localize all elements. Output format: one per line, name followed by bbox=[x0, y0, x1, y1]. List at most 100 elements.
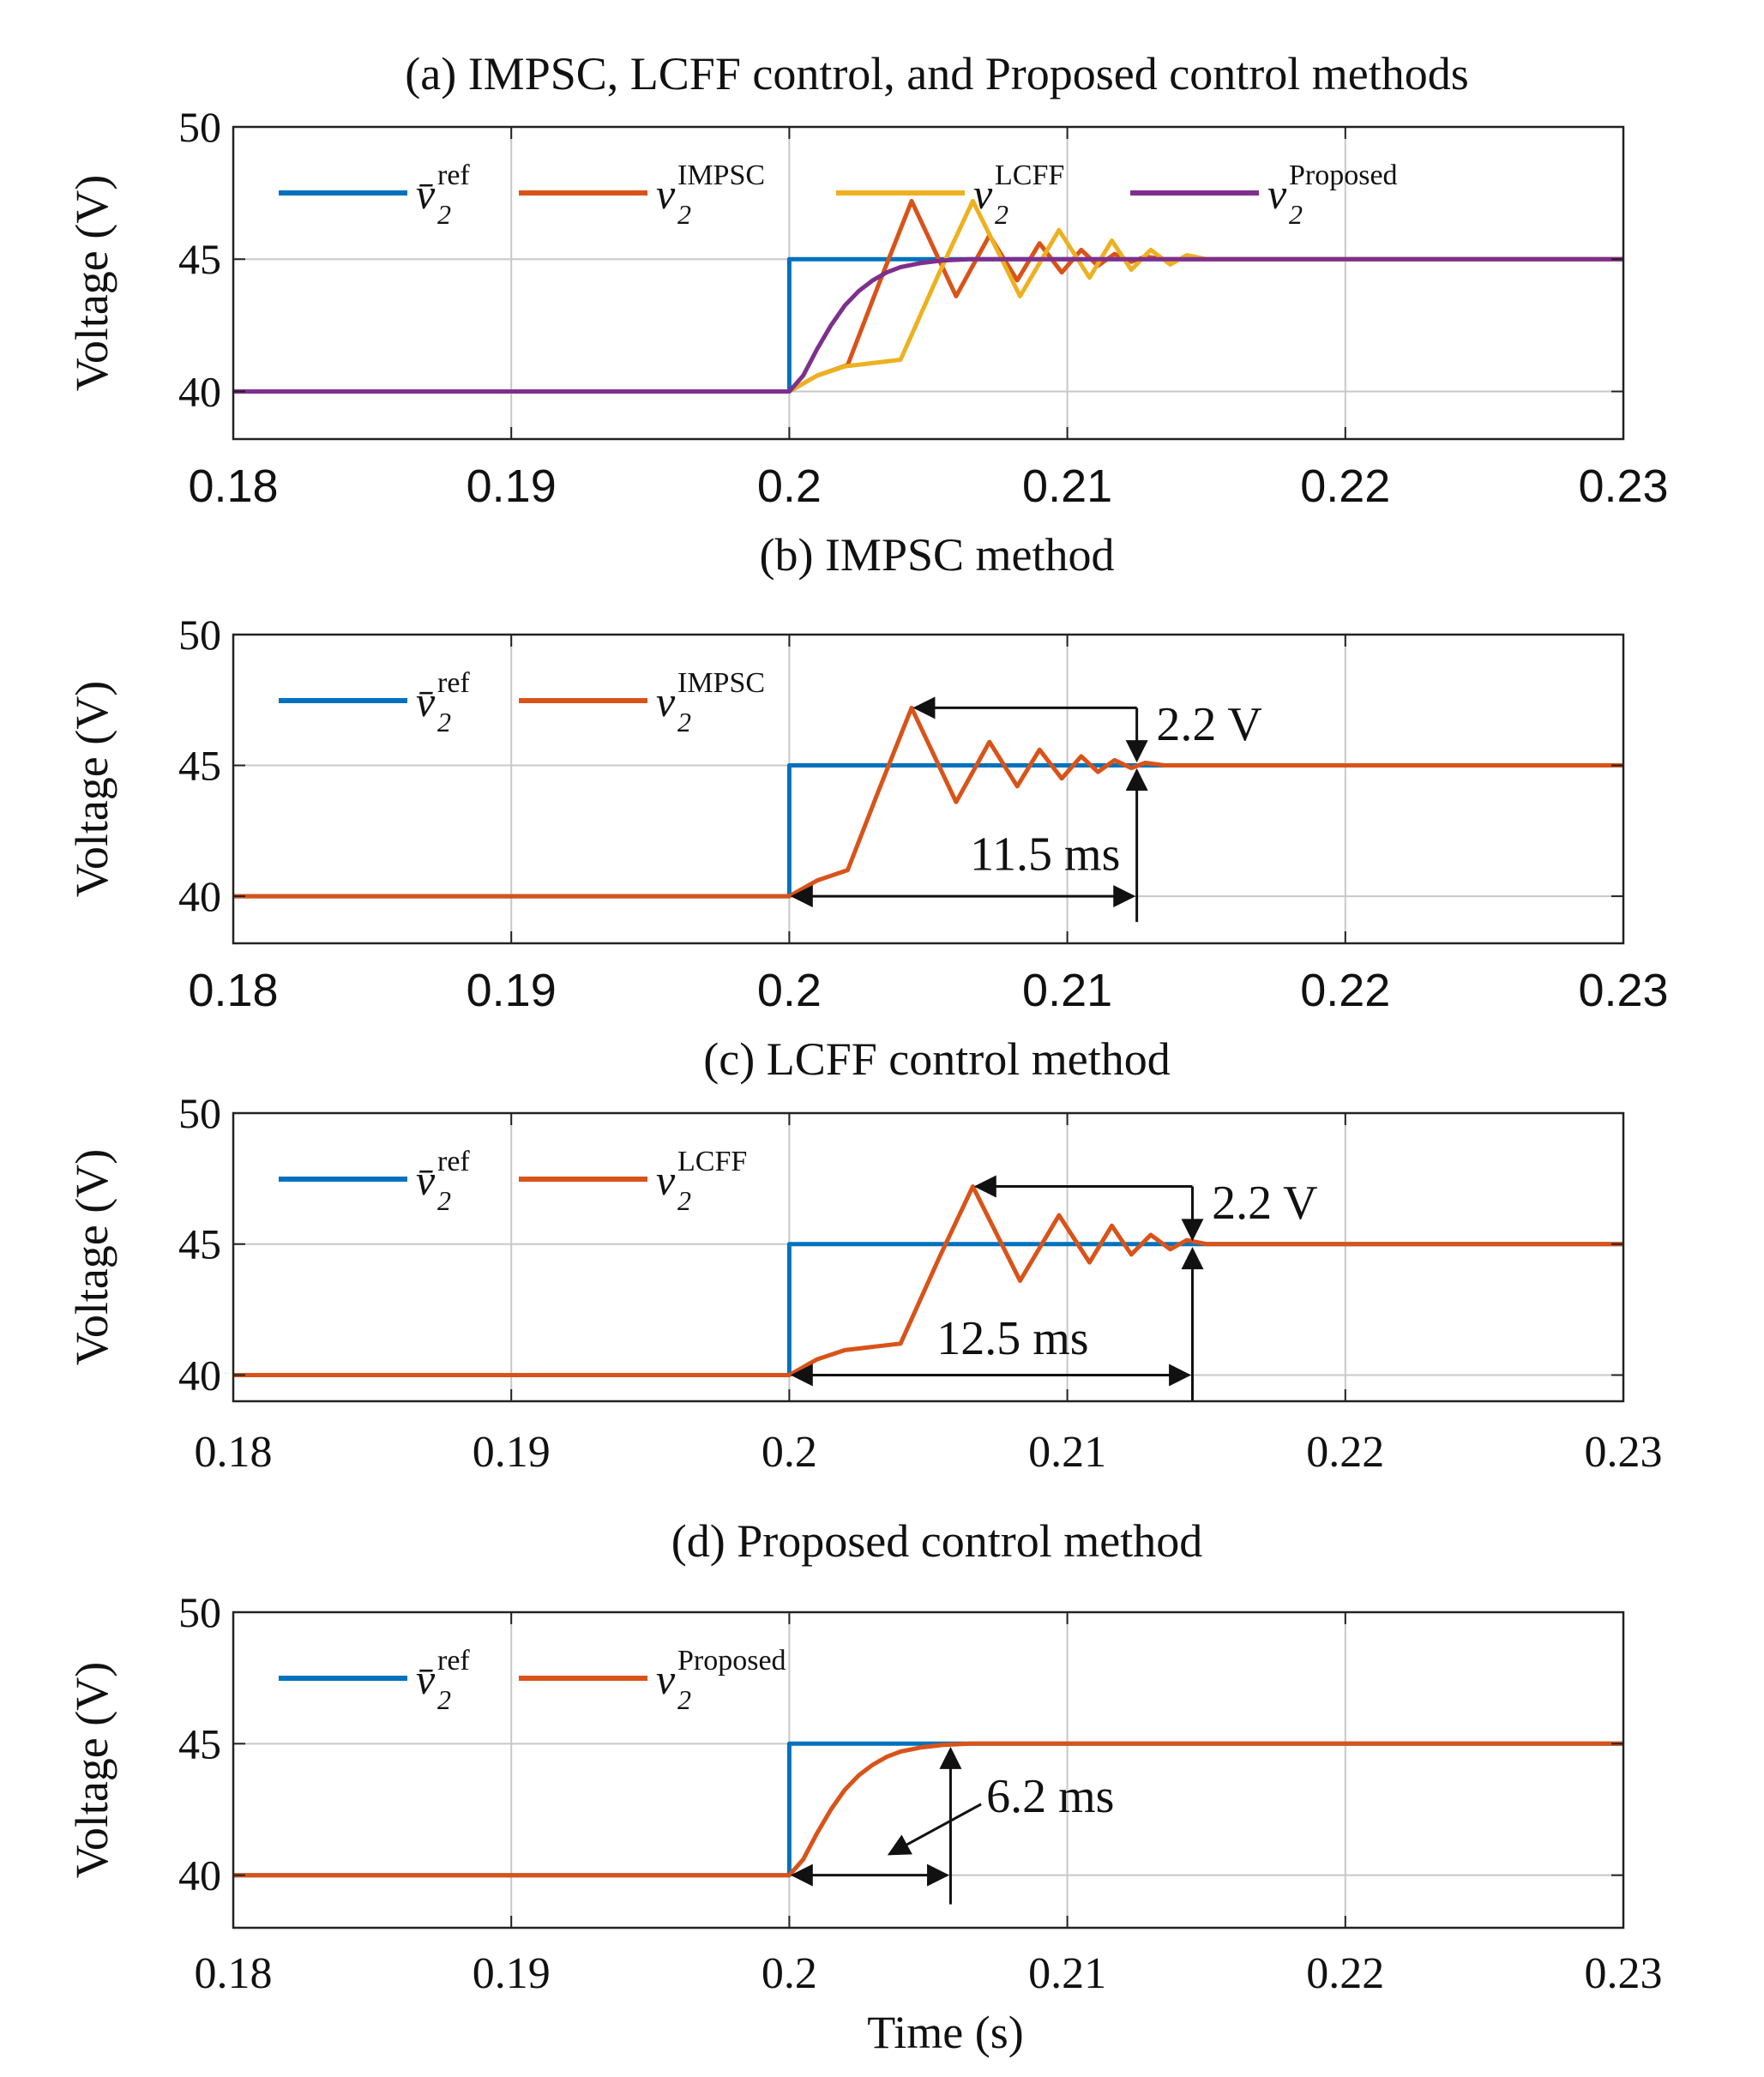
series-group bbox=[233, 198, 1623, 394]
legend-item: v 2 Proposed bbox=[1130, 160, 1398, 230]
x-tick-label: 0.21 bbox=[1022, 461, 1112, 512]
legend-symbol: v bbox=[656, 1156, 676, 1204]
x-axis: 0.18 0.19 0.2 0.21 0.22 0.23 bbox=[188, 635, 1669, 1016]
legend-item: v 2 IMPSC bbox=[519, 160, 765, 230]
chart-panel-2: (b) IMPSC method 0.18 0.19 0.2 0.21 0.22 0.23 4… bbox=[66, 529, 1669, 1016]
series-group bbox=[233, 1741, 1623, 1878]
legend-subscript: 2 bbox=[677, 1185, 691, 1216]
legend-symbol: v̄ bbox=[416, 1156, 436, 1204]
legend-symbol: v̄ bbox=[416, 1655, 436, 1703]
legend-subscript: 2 bbox=[677, 707, 691, 737]
x-tick-label: 0.19 bbox=[467, 461, 557, 512]
legend-subscript: 2 bbox=[437, 1684, 451, 1715]
annotation: 2.2 V bbox=[912, 696, 1262, 763]
series-group bbox=[233, 1184, 1623, 1377]
x-tick-label: 0.2 bbox=[757, 461, 822, 512]
legend-subscript: 2 bbox=[1289, 199, 1303, 230]
y-axis: 40 45 50 bbox=[178, 103, 1623, 415]
x-tick-label: 0.21 bbox=[1028, 1949, 1106, 1998]
y-tick-label: 45 bbox=[178, 742, 221, 790]
overshoot-label: 2.2 V bbox=[1156, 698, 1261, 751]
x-tick-label: 0.22 bbox=[1300, 965, 1390, 1016]
y-tick-label: 40 bbox=[178, 367, 221, 415]
annotation: 11.5 ms bbox=[790, 768, 1148, 923]
legend-subscript: 2 bbox=[437, 1185, 451, 1216]
legend-symbol: v bbox=[656, 1655, 676, 1703]
legend-superscript: IMPSC bbox=[677, 160, 765, 191]
legend-superscript: LCFF bbox=[677, 1146, 747, 1177]
plot-area bbox=[233, 127, 1623, 439]
y-tick-label: 40 bbox=[178, 1351, 221, 1399]
legend-subscript: 2 bbox=[995, 199, 1008, 230]
x-tick-label: 0.2 bbox=[762, 1949, 817, 1998]
legend-symbol: v̄ bbox=[416, 677, 436, 725]
x-tick-label: 0.22 bbox=[1306, 1949, 1384, 1998]
axes-frame bbox=[232, 1111, 1625, 1403]
y-tick-label: 50 bbox=[178, 1588, 221, 1636]
y-tick-label: 45 bbox=[178, 1220, 221, 1268]
x-axis-label: Time (s) bbox=[867, 2007, 1024, 2058]
legend-symbol: v̄ bbox=[416, 170, 436, 218]
legend-subscript: 2 bbox=[677, 199, 691, 230]
series-group bbox=[233, 705, 1623, 899]
x-tick-label: 0.18 bbox=[188, 965, 278, 1016]
legend-item: v 2 Proposed bbox=[519, 1645, 786, 1715]
legend-superscript: Proposed bbox=[1289, 160, 1398, 191]
y-axis-label: Voltage (V) bbox=[66, 1149, 117, 1365]
settling-pointer-arrow bbox=[887, 1803, 982, 1856]
chart-title: (a) IMPSC, LCFF control, and Proposed co… bbox=[405, 48, 1468, 99]
legend-superscript: LCFF bbox=[995, 160, 1064, 191]
x-tick-label: 0.19 bbox=[473, 1949, 551, 1998]
legend-superscript: ref bbox=[437, 1146, 470, 1177]
y-axis: 40 45 50 bbox=[178, 1089, 1623, 1399]
y-axis-label: Voltage (V) bbox=[66, 1662, 117, 1878]
chart-panel-4: (d) Proposed control method 0.18 0.19 0.2 0.… bbox=[66, 1515, 1663, 2058]
annotation: 2.2 V bbox=[973, 1175, 1318, 1242]
plot-area bbox=[233, 1113, 1623, 1401]
series-line-v2_Proposed bbox=[233, 256, 1623, 394]
axes-frame bbox=[232, 1610, 1625, 1930]
x-tick-label: 0.18 bbox=[195, 1949, 273, 1998]
legend-superscript: ref bbox=[437, 667, 470, 699]
y-tick-label: 50 bbox=[178, 1089, 221, 1137]
legend-symbol: v bbox=[973, 170, 993, 218]
settling-time-label: 6.2 ms bbox=[986, 1770, 1114, 1823]
legend-item: v̄ 2 ref bbox=[279, 667, 470, 737]
annotation: 6.2 ms bbox=[790, 1746, 1114, 1905]
x-tick-label: 0.2 bbox=[762, 1428, 817, 1477]
legend-symbol: v bbox=[1267, 170, 1287, 218]
legend-subscript: 2 bbox=[677, 1684, 691, 1715]
legend-symbol: v bbox=[656, 677, 676, 725]
x-tick-label: 0.2 bbox=[757, 965, 822, 1016]
y-axis-label: Voltage (V) bbox=[66, 175, 117, 391]
y-axis: 40 45 50 bbox=[178, 1588, 1623, 1899]
legend-superscript: ref bbox=[437, 1645, 470, 1677]
series-line-v2_IMPSC bbox=[233, 705, 1623, 899]
series-line-v2_Proposed bbox=[233, 1741, 1623, 1878]
series-line-v2_LCFF bbox=[233, 1184, 1623, 1377]
legend-item: v 2 LCFF bbox=[519, 1146, 747, 1216]
chart-title: (d) Proposed control method bbox=[671, 1515, 1202, 1567]
x-tick-label: 0.23 bbox=[1585, 1428, 1663, 1477]
legend-item: v 2 IMPSC bbox=[519, 667, 765, 737]
x-tick-label: 0.18 bbox=[188, 461, 278, 512]
legend-superscript: ref bbox=[437, 160, 470, 191]
chart-panel-1: (a) IMPSC, LCFF control, and Proposed co… bbox=[66, 48, 1669, 512]
legend-subscript: 2 bbox=[437, 199, 451, 230]
x-tick-label: 0.23 bbox=[1578, 965, 1668, 1016]
x-tick-label: 0.21 bbox=[1028, 1428, 1106, 1477]
legend-item: v̄ 2 ref bbox=[279, 1146, 470, 1216]
legend-item: v 2 LCFF bbox=[836, 160, 1064, 230]
x-tick-label: 0.18 bbox=[195, 1428, 273, 1477]
chart-title: (c) LCFF control method bbox=[703, 1033, 1170, 1085]
axes-frame bbox=[232, 125, 1625, 441]
legend-superscript: Proposed bbox=[677, 1645, 786, 1677]
x-tick-label: 0.19 bbox=[467, 965, 557, 1016]
y-tick-label: 50 bbox=[178, 103, 221, 151]
y-tick-label: 50 bbox=[178, 611, 221, 659]
